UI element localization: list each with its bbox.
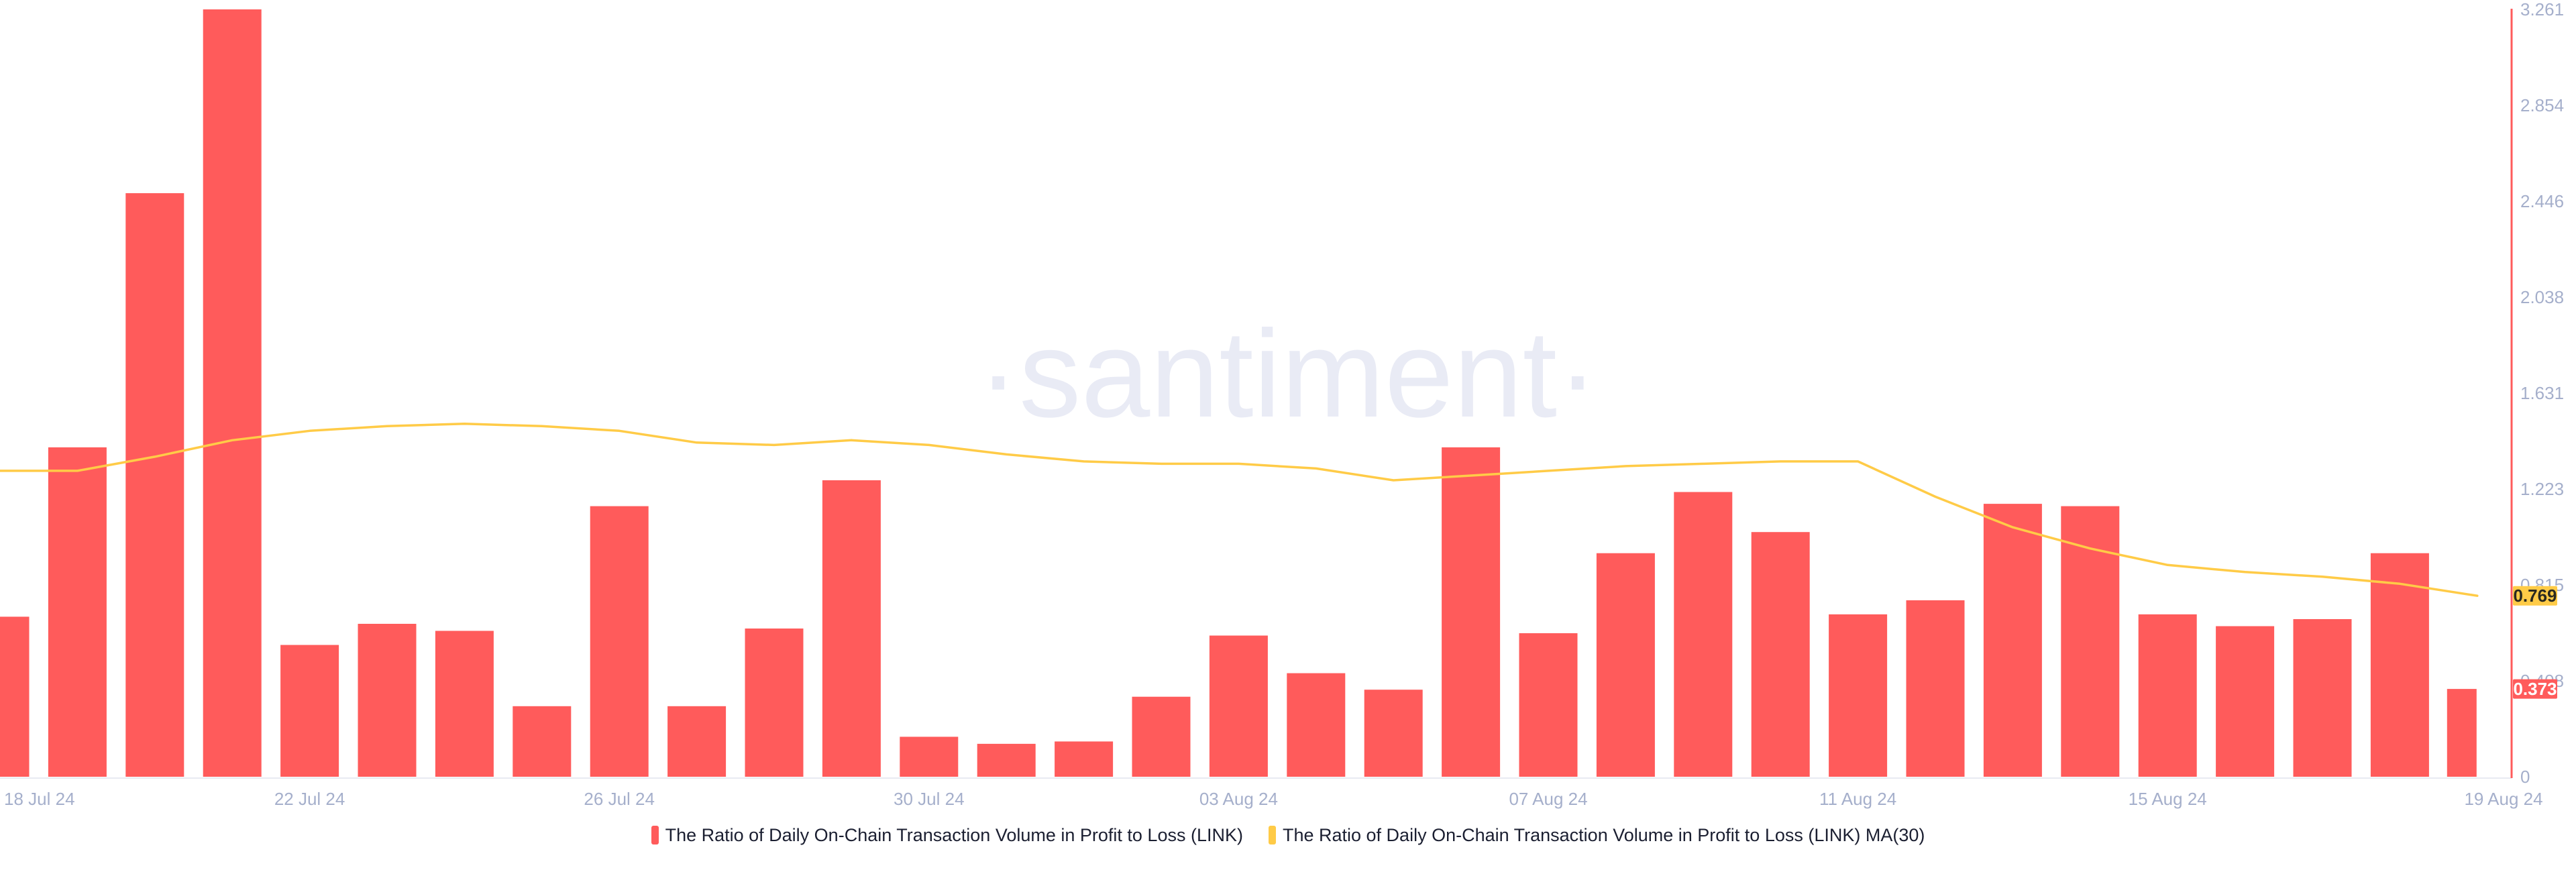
legend-label-ma30: The Ratio of Daily On-Chain Transaction … bbox=[1282, 825, 1925, 845]
bar-10-Aug-24[interactable] bbox=[1751, 532, 1810, 777]
bar-29-Jul-24[interactable] bbox=[822, 480, 881, 777]
y-tick-label: 2.854 bbox=[2520, 95, 2564, 115]
bar-19-Jul-24[interactable] bbox=[48, 447, 107, 777]
bar-08-Aug-24[interactable] bbox=[1596, 553, 1655, 777]
ma-value-badge-bg bbox=[2513, 586, 2557, 606]
bar-13-Aug-24[interactable] bbox=[1983, 504, 2042, 777]
y-tick-label: 2.446 bbox=[2520, 191, 2564, 211]
legend-swatch-ratio-icon bbox=[651, 826, 659, 845]
x-tick-label: 22 Jul 24 bbox=[274, 789, 345, 809]
bar-06-Aug-24[interactable] bbox=[1442, 447, 1501, 777]
bar-30-Jul-24[interactable] bbox=[900, 737, 959, 777]
legend-item-ma30[interactable]: The Ratio of Daily On-Chain Transaction … bbox=[1268, 824, 1925, 846]
santiment-watermark: ·santiment· bbox=[977, 305, 1599, 443]
x-tick-label: 07 Aug 24 bbox=[1509, 789, 1587, 809]
bar-22-Jul-24[interactable] bbox=[280, 645, 339, 777]
x-tick-label: 26 Jul 24 bbox=[584, 789, 655, 809]
bar-04-Aug-24[interactable] bbox=[1287, 673, 1346, 777]
bar-19-Aug-24[interactable] bbox=[2447, 689, 2477, 777]
bar-27-Jul-24[interactable] bbox=[667, 706, 727, 777]
bar-01-Aug-24[interactable] bbox=[1055, 741, 1114, 777]
x-tick-label: 30 Jul 24 bbox=[894, 789, 965, 809]
ma30-line bbox=[0, 423, 2479, 597]
bar-14-Aug-24[interactable] bbox=[2061, 506, 2120, 777]
x-tick-label: 03 Aug 24 bbox=[1199, 789, 1278, 809]
bar-18-Aug-24[interactable] bbox=[2370, 553, 2429, 777]
bar-31-Jul-24[interactable] bbox=[977, 743, 1036, 777]
x-tick-label: 19 Aug 24 bbox=[2464, 789, 2542, 809]
bar-11-Aug-24[interactable] bbox=[1829, 614, 1888, 777]
legend: The Ratio of Daily On-Chain Transaction … bbox=[0, 824, 2576, 846]
bar-16-Aug-24[interactable] bbox=[2216, 626, 2275, 777]
legend-item-ratio[interactable]: The Ratio of Daily On-Chain Transaction … bbox=[651, 824, 1243, 846]
bar-15-Aug-24[interactable] bbox=[2138, 614, 2197, 777]
bar-23-Jul-24[interactable] bbox=[358, 624, 417, 777]
y-tick-label: 2.038 bbox=[2520, 287, 2564, 307]
ma-value-badge: 0.769 bbox=[2513, 586, 2557, 606]
x-tick-label: 15 Aug 24 bbox=[2129, 789, 2207, 809]
y-tick-label: 1.223 bbox=[2520, 479, 2564, 499]
y-tick-label: 3.261 bbox=[2520, 0, 2564, 19]
bar-03-Aug-24[interactable] bbox=[1209, 635, 1268, 777]
bar-value-badge: 0.373 bbox=[2513, 679, 2557, 699]
bar-09-Aug-24[interactable] bbox=[1674, 492, 1733, 777]
bar-28-Jul-24[interactable] bbox=[745, 629, 804, 777]
legend-swatch-ma30-icon bbox=[1268, 826, 1276, 845]
y-tick-label: 1.631 bbox=[2520, 383, 2564, 403]
bar-12-Aug-24[interactable] bbox=[1906, 600, 1965, 777]
bar-21-Jul-24[interactable] bbox=[203, 9, 262, 777]
bar-05-Aug-24[interactable] bbox=[1364, 690, 1423, 777]
bar-07-Aug-24[interactable] bbox=[1519, 633, 1578, 777]
bar-25-Jul-24[interactable] bbox=[513, 706, 572, 777]
bar-value-badge-bg bbox=[2513, 679, 2557, 699]
x-tick-label: 11 Aug 24 bbox=[1819, 789, 1896, 809]
bar-26-Jul-24[interactable] bbox=[590, 506, 649, 777]
bar-20-Jul-24[interactable] bbox=[125, 193, 184, 777]
x-tick-label: 18 Jul 24 bbox=[4, 789, 75, 809]
bar-18-Jul-24[interactable] bbox=[0, 616, 30, 777]
bar-17-Aug-24[interactable] bbox=[2293, 619, 2352, 777]
bar-02-Aug-24[interactable] bbox=[1132, 696, 1191, 777]
legend-label-ratio: The Ratio of Daily On-Chain Transaction … bbox=[665, 825, 1243, 845]
bar-24-Jul-24[interactable] bbox=[435, 631, 494, 777]
y-tick-label: 0 bbox=[2520, 767, 2530, 787]
